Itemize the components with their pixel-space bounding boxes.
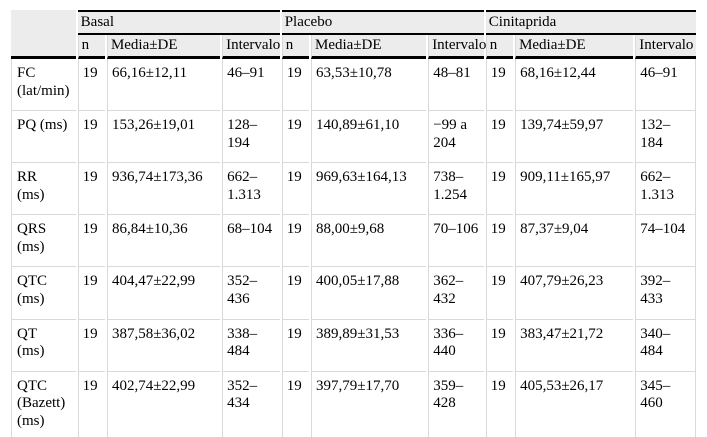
cell-placebo-media: 140,89±61,10: [311, 111, 427, 164]
cell-cinitaprida-n: 19: [485, 111, 514, 164]
cell-basal-media: 387,58±36,02: [106, 319, 221, 372]
col-header-intervalo: Intervalo: [635, 34, 696, 60]
cell-basal-n: 19: [77, 267, 105, 320]
cell-placebo-n: 19: [281, 163, 309, 216]
group-header-basal: Basal: [77, 10, 280, 35]
col-header-n: n: [77, 34, 105, 60]
cell-placebo-media: 389,89±31,53: [311, 319, 427, 372]
cell-placebo-intervalo: −99 a 204: [428, 111, 484, 164]
cell-cinitaprida-n: 19: [485, 319, 514, 372]
cell-placebo-intervalo: 738– 1.254: [428, 163, 484, 216]
col-header-n: n: [485, 34, 514, 60]
table-row-qrs: QRS (ms) 19 86,84±10,36 68–104 19 88,00±…: [11, 215, 696, 268]
col-header-media: Media±DE: [106, 34, 221, 60]
table-row-fc: FC (lat/min) 19 66,16±12,11 46–91 19 63,…: [11, 59, 696, 112]
cell-cinitaprida-media: 68,16±12,44: [515, 59, 634, 112]
table-row-qtc: QTC (ms) 19 404,47±22,99 352– 436 19 400…: [11, 267, 696, 320]
group-header-cinitaprida: Cinitaprida: [485, 10, 696, 35]
cell-placebo-media: 400,05±17,88: [311, 267, 427, 320]
row-label-rr: RR (ms): [11, 163, 76, 216]
cell-basal-n: 19: [77, 215, 105, 268]
cell-basal-media: 153,26±19,01: [106, 111, 221, 164]
cell-cinitaprida-intervalo: 345– 460: [635, 371, 696, 437]
table-row-qt: QT (ms) 19 387,58±36,02 338– 484 19 389,…: [11, 319, 696, 372]
cell-basal-media: 936,74±173,36: [106, 163, 221, 216]
table-header: Basal Placebo Cinitaprida n Media±DE Int…: [11, 10, 696, 60]
col-header-media: Media±DE: [515, 34, 634, 60]
cell-cinitaprida-n: 19: [485, 267, 514, 320]
cell-cinitaprida-media: 407,79±26,23: [515, 267, 634, 320]
cell-placebo-n: 19: [281, 267, 309, 320]
ecg-parameters-table: Basal Placebo Cinitaprida n Media±DE Int…: [9, 10, 698, 437]
cell-basal-intervalo: 128– 194: [222, 111, 280, 164]
cell-cinitaprida-intervalo: 132– 184: [635, 111, 696, 164]
cell-cinitaprida-media: 383,47±21,72: [515, 319, 634, 372]
sub-header-row: n Media±DE Intervalo n Media±DE Interval…: [11, 34, 696, 60]
cell-placebo-intervalo: 336– 440: [428, 319, 484, 372]
cell-placebo-intervalo: 362– 432: [428, 267, 484, 320]
cell-basal-media: 404,47±22,99: [106, 267, 221, 320]
cell-cinitaprida-media: 87,37±9,04: [515, 215, 634, 268]
cell-basal-intervalo: 352– 436: [222, 267, 280, 320]
stub-header-cell: [11, 10, 76, 60]
table-row-pq: PQ (ms) 19 153,26±19,01 128– 194 19 140,…: [11, 111, 696, 164]
cell-cinitaprida-media: 139,74±59,97: [515, 111, 634, 164]
table-row-rr: RR (ms) 19 936,74±173,36 662– 1.313 19 9…: [11, 163, 696, 216]
col-header-intervalo: Intervalo: [222, 34, 280, 60]
cell-cinitaprida-intervalo: 340– 484: [635, 319, 696, 372]
cell-cinitaprida-n: 19: [485, 215, 514, 268]
col-header-intervalo: Intervalo: [428, 34, 486, 60]
row-label-qrs: QRS (ms): [11, 215, 76, 268]
cell-basal-intervalo: 68–104: [222, 215, 280, 268]
cell-cinitaprida-intervalo: 74–104: [635, 215, 696, 268]
cell-placebo-intervalo: 70–106: [428, 215, 484, 268]
table-row-qtc-bazett: QTC (Bazett) (ms) 19 402,74±22,99 352– 4…: [11, 371, 696, 437]
cell-basal-n: 19: [77, 163, 105, 216]
table-body: FC (lat/min) 19 66,16±12,11 46–91 19 63,…: [11, 59, 696, 437]
cell-placebo-media: 397,79±17,70: [311, 371, 427, 437]
cell-cinitaprida-intervalo: 46–91: [635, 59, 696, 112]
cell-basal-intervalo: 352– 434: [222, 371, 280, 437]
row-label-qt: QT (ms): [11, 319, 76, 372]
cell-cinitaprida-n: 19: [485, 59, 514, 112]
row-label-pq: PQ (ms): [11, 111, 76, 164]
cell-basal-intervalo: 662– 1.313: [222, 163, 280, 216]
cell-basal-intervalo: 338– 484: [222, 319, 280, 372]
cell-placebo-media: 88,00±9,68: [311, 215, 427, 268]
cell-cinitaprida-intervalo: 662– 1.313: [635, 163, 696, 216]
cell-basal-n: 19: [77, 371, 105, 437]
cell-basal-media: 66,16±12,11: [106, 59, 221, 112]
cell-cinitaprida-n: 19: [485, 371, 514, 437]
row-label-qtc-bazett: QTC (Bazett) (ms): [11, 371, 76, 437]
cell-placebo-intervalo: 48–81: [428, 59, 484, 112]
col-header-n: n: [281, 34, 309, 60]
cell-placebo-media: 969,63±164,13: [311, 163, 427, 216]
cell-placebo-n: 19: [281, 319, 309, 372]
row-label-qtc: QTC (ms): [11, 267, 76, 320]
cell-placebo-intervalo: 359– 428: [428, 371, 484, 437]
cell-basal-media: 86,84±10,36: [106, 215, 221, 268]
cell-basal-n: 19: [77, 319, 105, 372]
cell-basal-intervalo: 46–91: [222, 59, 280, 112]
row-label-fc: FC (lat/min): [11, 59, 76, 112]
cell-cinitaprida-media: 909,11±165,97: [515, 163, 634, 216]
cell-cinitaprida-n: 19: [485, 163, 514, 216]
cell-cinitaprida-intervalo: 392– 433: [635, 267, 696, 320]
cell-placebo-n: 19: [281, 59, 309, 112]
col-header-media: Media±DE: [311, 34, 427, 60]
cell-placebo-n: 19: [281, 371, 309, 437]
cell-basal-n: 19: [77, 59, 105, 112]
group-header-placebo: Placebo: [281, 10, 484, 35]
cell-basal-n: 19: [77, 111, 105, 164]
group-header-row: Basal Placebo Cinitaprida: [11, 10, 696, 60]
cell-placebo-n: 19: [281, 111, 309, 164]
cell-cinitaprida-media: 405,53±26,17: [515, 371, 634, 437]
cell-placebo-media: 63,53±10,78: [311, 59, 427, 112]
cell-basal-media: 402,74±22,99: [106, 371, 221, 437]
cell-placebo-n: 19: [281, 215, 309, 268]
